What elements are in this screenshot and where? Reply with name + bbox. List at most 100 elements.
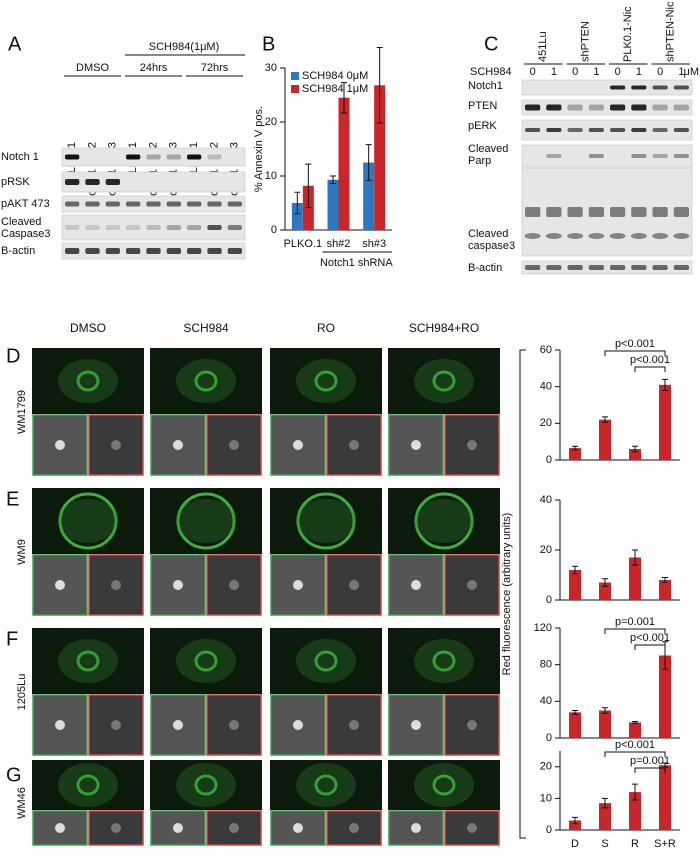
blot-band bbox=[567, 128, 583, 132]
blot-band bbox=[65, 154, 80, 160]
treatment-header: DMSO bbox=[76, 62, 109, 74]
cell-line-label: WM1799 bbox=[16, 390, 28, 434]
y-tick-label: 0 bbox=[546, 454, 552, 466]
thumbnail-spot bbox=[173, 580, 183, 590]
blot-strip bbox=[521, 260, 693, 275]
panel-label: E bbox=[6, 488, 19, 510]
blot-band bbox=[652, 207, 668, 217]
panel-label: F bbox=[6, 628, 18, 650]
error-bar bbox=[572, 565, 578, 575]
column-header: SCH984 bbox=[183, 321, 229, 335]
blot-strip bbox=[521, 144, 693, 168]
y-tick-label: 0 bbox=[546, 594, 552, 606]
row-label: Cleaved Caspase3 bbox=[1, 215, 51, 240]
y-tick-label: 0 bbox=[546, 732, 552, 744]
y-tick-label: 0 bbox=[271, 224, 277, 236]
error-bar bbox=[572, 710, 578, 715]
blot-band bbox=[546, 128, 562, 132]
x-tick-label: sh#2 bbox=[327, 238, 351, 250]
bar bbox=[629, 557, 641, 600]
halo bbox=[176, 639, 236, 683]
dose-label: 1 bbox=[551, 66, 557, 78]
spheroid bbox=[58, 492, 118, 550]
error-bar bbox=[572, 816, 578, 825]
micrograph bbox=[150, 760, 262, 810]
cell-line-label: WM9 bbox=[16, 539, 28, 565]
blot-band bbox=[525, 128, 541, 132]
cell-line-label: 1205Lu bbox=[16, 674, 28, 711]
blot-band bbox=[85, 225, 100, 230]
blot-band bbox=[85, 179, 100, 185]
lane-label: shPTEN bbox=[580, 21, 592, 62]
blot-band bbox=[588, 104, 604, 111]
group-label: Notch1 shRNA bbox=[320, 257, 393, 269]
blot-band bbox=[610, 128, 626, 132]
annotation: p<0.001 bbox=[630, 632, 670, 644]
error-bar bbox=[305, 163, 312, 208]
blot-band bbox=[673, 265, 689, 270]
y-tick-label: 10 bbox=[540, 792, 552, 804]
error-bar bbox=[330, 175, 336, 185]
thumbnail-spot bbox=[111, 440, 121, 450]
blot-band bbox=[652, 128, 668, 132]
blot-band bbox=[588, 128, 604, 132]
thumbnail-spot bbox=[293, 823, 303, 833]
thumbnail-spot bbox=[349, 440, 359, 450]
panel-label: D bbox=[6, 345, 20, 367]
blot-strip bbox=[521, 99, 693, 116]
blot-band bbox=[227, 225, 242, 230]
blot-band bbox=[673, 104, 689, 111]
blot-band bbox=[187, 248, 202, 254]
cell-line-label: WM46 bbox=[16, 787, 28, 819]
blot-band bbox=[610, 265, 626, 270]
micrograph bbox=[32, 628, 144, 694]
y-tick-label: 120 bbox=[534, 622, 552, 634]
halo bbox=[296, 763, 356, 807]
micrograph bbox=[150, 488, 262, 554]
blot-band bbox=[207, 225, 222, 230]
spheroid bbox=[432, 774, 456, 796]
dose-label: 1 bbox=[636, 66, 642, 78]
thumbnail-spot bbox=[349, 580, 359, 590]
blot-band bbox=[227, 248, 242, 254]
bar bbox=[291, 203, 303, 230]
annotation: p=0.001 bbox=[630, 755, 670, 767]
blot-band bbox=[610, 85, 626, 90]
bar bbox=[599, 803, 611, 830]
blot-band bbox=[652, 85, 668, 90]
dose-label: 0 bbox=[530, 66, 536, 78]
blot-strip bbox=[61, 171, 246, 193]
blot-band bbox=[126, 154, 141, 160]
blot-band bbox=[609, 233, 626, 239]
spheroid bbox=[314, 774, 338, 796]
y-tick-label: 20 bbox=[540, 417, 552, 429]
blot-band bbox=[631, 85, 647, 90]
y-tick-label: 20 bbox=[540, 544, 552, 556]
treatment-header: SCH984(1μM) bbox=[149, 41, 220, 53]
blot-band bbox=[652, 265, 668, 270]
micrograph bbox=[388, 488, 500, 554]
bar bbox=[599, 710, 611, 738]
halo bbox=[176, 763, 236, 807]
thumbnail-spot bbox=[111, 580, 121, 590]
micrograph bbox=[32, 760, 144, 810]
micrograph bbox=[32, 348, 144, 414]
error-bar bbox=[662, 577, 668, 583]
x-tick-label: sh#3 bbox=[362, 238, 386, 250]
bar bbox=[659, 580, 671, 600]
panel-label: G bbox=[6, 764, 22, 786]
blot-band bbox=[146, 201, 161, 207]
blot-strip bbox=[521, 119, 693, 141]
blot-band bbox=[631, 154, 647, 158]
halo bbox=[58, 359, 118, 403]
error-bar bbox=[365, 144, 372, 181]
blot-band bbox=[588, 207, 604, 217]
x-tick-label: D bbox=[571, 838, 579, 850]
spheroid bbox=[314, 370, 338, 392]
row-label: B-actin bbox=[1, 245, 36, 257]
thumbnail-spot bbox=[293, 440, 303, 450]
error-bar bbox=[376, 46, 383, 124]
blot-band bbox=[105, 179, 120, 185]
blot-band bbox=[85, 201, 100, 207]
